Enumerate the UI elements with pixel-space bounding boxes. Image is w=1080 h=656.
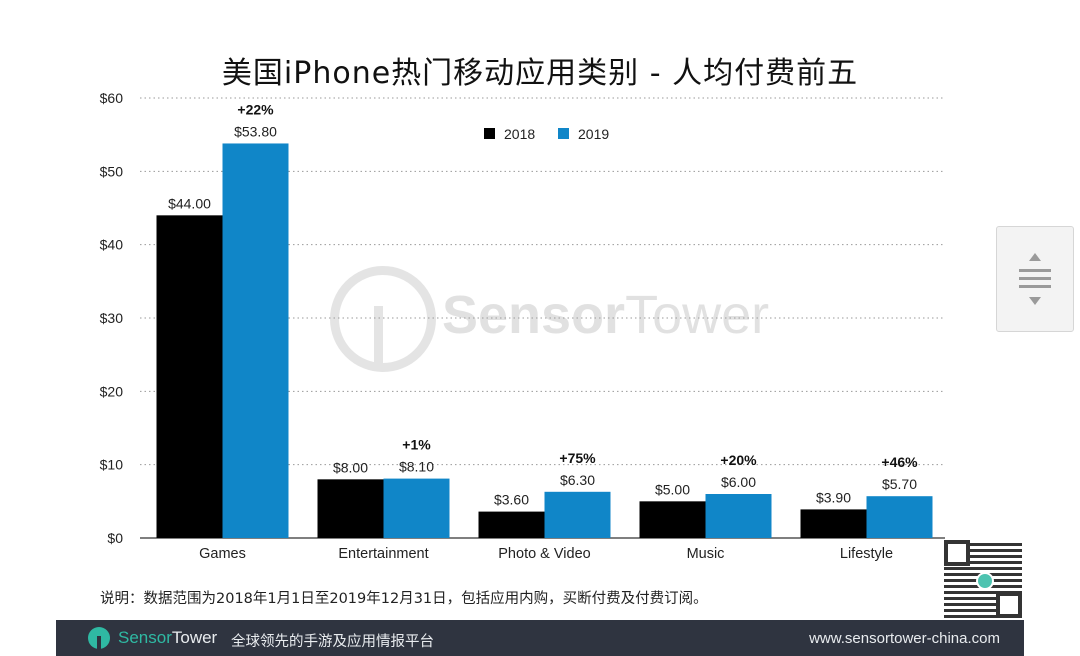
bar-2019-1 <box>383 478 450 538</box>
qr-center-dot <box>976 572 994 590</box>
x-tick-label: Lifestyle <box>840 546 893 562</box>
legend: 2018 2019 <box>484 126 609 142</box>
scroll-arrows-icon[interactable] <box>996 226 1074 332</box>
y-axis-ticks: $0 $10 $20 $30 $40 $50 $60 <box>100 90 124 546</box>
y-tick-label: $60 <box>100 90 124 106</box>
bar-2019-3 <box>705 494 772 538</box>
data-label: $6.30 <box>560 472 595 488</box>
footer-brand-bold: Sensor <box>118 628 172 647</box>
y-tick-label: $0 <box>107 530 123 546</box>
growth-label: +20% <box>720 452 757 468</box>
y-tick-label: $30 <box>100 310 124 326</box>
data-label: $5.70 <box>882 476 917 492</box>
footer-bar: SensorTower 全球领先的手游及应用情报平台 www.sensortow… <box>56 620 1024 656</box>
qr-code-icon <box>944 540 1022 618</box>
y-tick-label: $40 <box>100 237 124 253</box>
watermark-logo-stem <box>374 306 383 370</box>
legend-entry: 2019 <box>578 126 609 142</box>
x-tick-label: Games <box>199 546 246 562</box>
x-tick-label: Photo & Video <box>498 546 590 562</box>
legend-entry: 2018 <box>504 126 535 142</box>
data-label: $8.00 <box>333 459 368 475</box>
data-label: $53.80 <box>234 123 277 139</box>
data-labels: $44.00 $53.80 +22% $8.00 $8.10 +1% $3.60 $6.30 +… <box>168 101 918 507</box>
footer-url[interactable]: www.sensortower-china.com <box>809 630 1000 647</box>
data-label: $3.60 <box>494 492 529 508</box>
data-label: $3.90 <box>816 489 851 505</box>
bar-2019-0 <box>222 143 289 538</box>
bars <box>156 143 933 539</box>
legend-swatch <box>558 128 569 139</box>
footnote: 说明：数据范围为2018年1月1日至2019年12月31日，包括应用内购，买断付… <box>100 591 708 607</box>
bar-2018-3 <box>639 501 706 538</box>
y-tick-label: $50 <box>100 163 124 179</box>
x-axis-ticks: Games Entertainment Photo & Video Music Life… <box>199 546 893 562</box>
watermark: SensorTower <box>330 266 770 372</box>
growth-label: +22% <box>237 101 274 117</box>
footer-brand: SensorTower <box>118 628 217 648</box>
data-label: $5.00 <box>655 481 690 497</box>
y-tick-label: $10 <box>100 457 124 473</box>
x-tick-label: Music <box>687 546 725 562</box>
footer-slogan: 全球领先的手游及应用情报平台 <box>231 634 434 650</box>
watermark-logo-icon <box>330 266 436 372</box>
data-label: $6.00 <box>721 474 756 490</box>
bar-2019-2 <box>544 491 611 538</box>
bar-2019-4 <box>866 496 933 538</box>
bar-2018-4 <box>800 509 867 538</box>
growth-label: +1% <box>402 437 431 453</box>
legend-swatch <box>484 128 495 139</box>
bar-chart: $0 $10 $20 $30 $40 $50 $60 $44.00 $53.80 +22% $8.… <box>100 90 945 562</box>
sensortower-logo-icon <box>88 627 110 649</box>
bar-2018-1 <box>317 479 384 538</box>
watermark-brand-bold: Sensor <box>442 285 626 345</box>
scroll-down-icon[interactable] <box>1029 297 1041 305</box>
growth-label: +75% <box>559 450 596 466</box>
scroll-handle-icon[interactable] <box>1019 269 1051 289</box>
chart-title: 美国iPhone热门移动应用类别 - 人均付费前五 <box>221 56 859 91</box>
data-label: $44.00 <box>168 195 211 211</box>
footer-brand-light: Tower <box>171 628 218 647</box>
bar-2018-0 <box>156 215 223 539</box>
growth-label: +46% <box>881 454 918 470</box>
bar-2018-2 <box>478 511 545 538</box>
y-tick-label: $20 <box>100 383 124 399</box>
scroll-up-icon[interactable] <box>1029 253 1041 261</box>
watermark-text: SensorTower <box>442 284 769 346</box>
data-label: $8.10 <box>399 459 434 475</box>
watermark-brand-light: Tower <box>625 285 770 345</box>
x-tick-label: Entertainment <box>338 546 428 562</box>
